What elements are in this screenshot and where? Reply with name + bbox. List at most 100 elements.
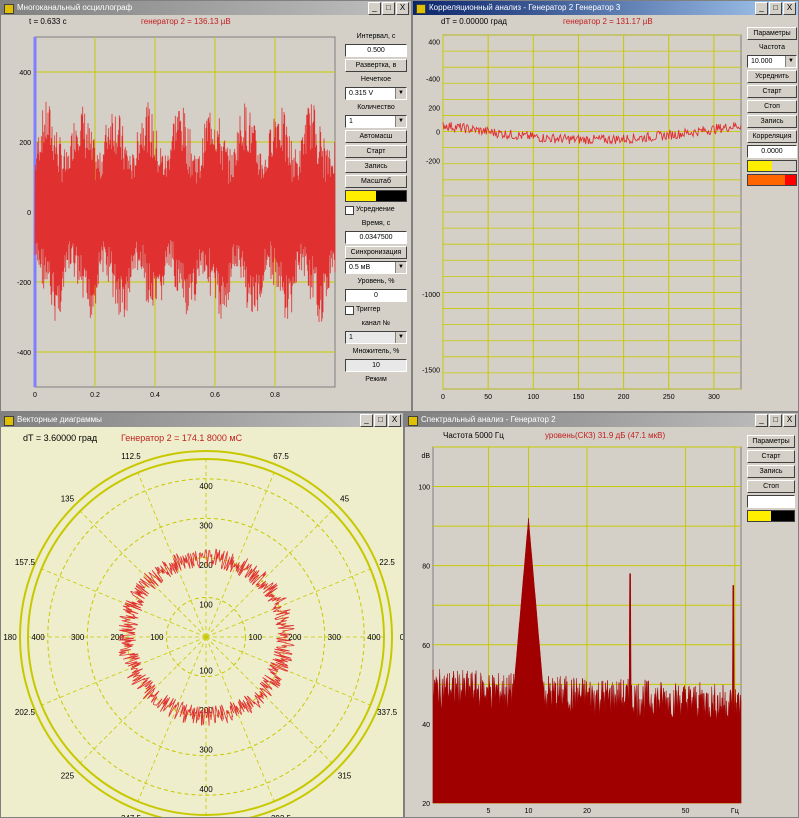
spectrum-value-field[interactable] — [747, 495, 795, 508]
range-select[interactable]: 0.315 V ▼ — [345, 87, 407, 100]
app-icon — [408, 416, 418, 426]
average-checkbox[interactable]: Усреднение — [345, 204, 407, 216]
radial-label: 200 — [111, 633, 125, 642]
x-tick-label: 0.2 — [90, 392, 100, 399]
checkbox-icon[interactable] — [345, 205, 354, 215]
chevron-down-icon[interactable]: ▼ — [395, 262, 406, 273]
time-input[interactable]: 0.0347500 — [345, 231, 407, 244]
maximize-button[interactable]: □ — [769, 414, 782, 427]
maximize-button[interactable]: □ — [374, 414, 387, 427]
y-tick-label: 200 — [428, 105, 440, 112]
close-button[interactable]: X — [388, 414, 401, 427]
close-button[interactable]: X — [396, 2, 409, 15]
average-button[interactable]: Усреднить — [747, 70, 797, 83]
polar-trace — [118, 548, 295, 726]
spectrum-titlebar[interactable]: Спектральный анализ - Генератор 2 _ □ X — [405, 413, 798, 427]
vector-diagram-titlebar[interactable]: Векторные диаграммы _ □ X — [1, 413, 403, 427]
close-button[interactable]: X — [783, 2, 796, 15]
trace-color-swatch[interactable] — [345, 190, 407, 202]
minimize-button[interactable]: _ — [368, 2, 381, 15]
x-tick-label: 0 — [441, 394, 445, 401]
spectrum-plot[interactable]: dB 100 80 60 40 20 5 10 20 50 Гц — [409, 443, 745, 817]
correlation-plot[interactable]: 400 -400 200 0 -200 -1000 -1500 0 50 100 150 200 250… — [417, 29, 745, 409]
record-button[interactable]: Запись — [747, 115, 797, 128]
sync-button[interactable]: Синхронизация — [345, 246, 407, 259]
minimize-button[interactable]: _ — [360, 414, 373, 427]
chevron-down-icon[interactable]: ▼ — [395, 116, 406, 127]
x-tick-label: 5 — [486, 808, 490, 815]
y-tick-label: 0 — [436, 130, 440, 137]
correlation-value-field[interactable]: 0.0000 — [747, 145, 797, 158]
y-tick-label: 400 — [19, 70, 31, 77]
sync-select[interactable]: 0.5 мВ ▼ — [345, 261, 407, 274]
oscilloscope-window: Многоканальный осциллограф _ □ X t = 0.6… — [0, 0, 412, 412]
angle-label: 67.5 — [273, 452, 289, 461]
x-tick-label: 0.4 — [150, 392, 160, 399]
maximize-button[interactable]: □ — [769, 2, 782, 15]
correlation-control-panel: Параметры Частота 10.000 ▼ Усреднить Стар… — [747, 27, 797, 186]
radial-label: 100 — [150, 633, 164, 642]
zoom-button[interactable]: Масштаб — [345, 175, 407, 188]
chevron-down-icon[interactable]: ▼ — [395, 332, 406, 343]
maximize-button[interactable]: □ — [382, 2, 395, 15]
spectrum-cursor-frequency: Частота 5000 Гц — [443, 431, 504, 440]
correlation-titlebar[interactable]: Корреляционный анализ - Генератор 2 Гене… — [413, 1, 798, 15]
polar-spoke — [205, 510, 333, 638]
x-tick-label: 300 — [708, 394, 720, 401]
polar-spoke — [205, 568, 371, 638]
sweep-button[interactable]: Развертка, в — [345, 59, 407, 72]
y-tick-label: -400 — [17, 350, 31, 357]
correlation-button[interactable]: Корреляция — [747, 130, 797, 143]
radial-label: 300 — [199, 746, 213, 755]
parameters-button[interactable]: Параметры — [747, 435, 795, 448]
frequency-select[interactable]: 10.000 ▼ — [747, 55, 797, 68]
polar-ring — [165, 596, 247, 678]
interval-input[interactable]: 0.500 — [345, 44, 407, 57]
level-input[interactable]: 0 — [345, 289, 407, 302]
record-button[interactable]: Запись — [345, 160, 407, 173]
trigger-checkbox[interactable]: Триггер — [345, 304, 407, 316]
stop-button[interactable]: Стоп — [747, 100, 797, 113]
y-tick-label: dB — [421, 453, 430, 460]
channel-count-select[interactable]: 1 ▼ — [345, 115, 407, 128]
second-trace-color-swatch[interactable] — [747, 174, 797, 186]
y-tick-label: -1500 — [422, 368, 440, 375]
spectrum-cursor-level: уровень(СКЗ) 31.9 дБ (47.1 мкВ) — [545, 431, 666, 440]
minimize-button[interactable]: _ — [755, 2, 768, 15]
oscilloscope-titlebar[interactable]: Многоканальный осциллограф _ □ X — [1, 1, 411, 15]
stop-button[interactable]: Стоп — [747, 480, 795, 493]
oscilloscope-title: Многоканальный осциллограф — [17, 3, 133, 12]
x-tick-label: 50 — [484, 394, 492, 401]
autoscale-button[interactable]: Автомасш — [345, 130, 407, 143]
start-button[interactable]: Старт — [747, 85, 797, 98]
spectrum-control-panel: Параметры Старт Запись Стоп — [747, 435, 795, 522]
y-tick-label: -200 — [17, 280, 31, 287]
angle-label: 180 — [3, 633, 17, 642]
checkbox-icon[interactable] — [345, 305, 354, 315]
spectrum-title: Спектральный анализ - Генератор 2 — [421, 415, 556, 424]
angle-label: 292.5 — [271, 814, 292, 817]
polar-plot[interactable]: 9067.54522.50337.5315292.5270247.5225202… — [1, 445, 403, 817]
interval-label: Интервал, с — [356, 33, 396, 40]
trace-color-swatch[interactable] — [747, 160, 797, 172]
chevron-down-icon[interactable]: ▼ — [785, 56, 796, 67]
app-icon — [416, 4, 426, 14]
radial-label: 300 — [71, 633, 85, 642]
polar-spoke — [137, 636, 207, 802]
start-button[interactable]: Старт — [747, 450, 795, 463]
chevron-down-icon[interactable]: ▼ — [395, 88, 406, 99]
close-button[interactable]: X — [783, 414, 796, 427]
radial-label: 300 — [328, 633, 342, 642]
x-tick-label: 250 — [663, 394, 675, 401]
app-icon — [4, 416, 14, 426]
multiplier-input[interactable]: 10 — [345, 359, 407, 372]
channel-number-select[interactable]: 1 ▼ — [345, 331, 407, 344]
trace-color-swatch[interactable] — [747, 510, 795, 522]
oscilloscope-plot[interactable]: 400 200 0 -200 -400 0 0.2 0.4 0.6 0.8 — [5, 29, 341, 409]
angle-label: 337.5 — [377, 708, 398, 717]
minimize-button[interactable]: _ — [755, 414, 768, 427]
start-button[interactable]: Старт — [345, 145, 407, 158]
angle-label: 247.5 — [121, 814, 142, 817]
record-button[interactable]: Запись — [747, 465, 795, 478]
parameters-button[interactable]: Параметры — [747, 27, 797, 40]
